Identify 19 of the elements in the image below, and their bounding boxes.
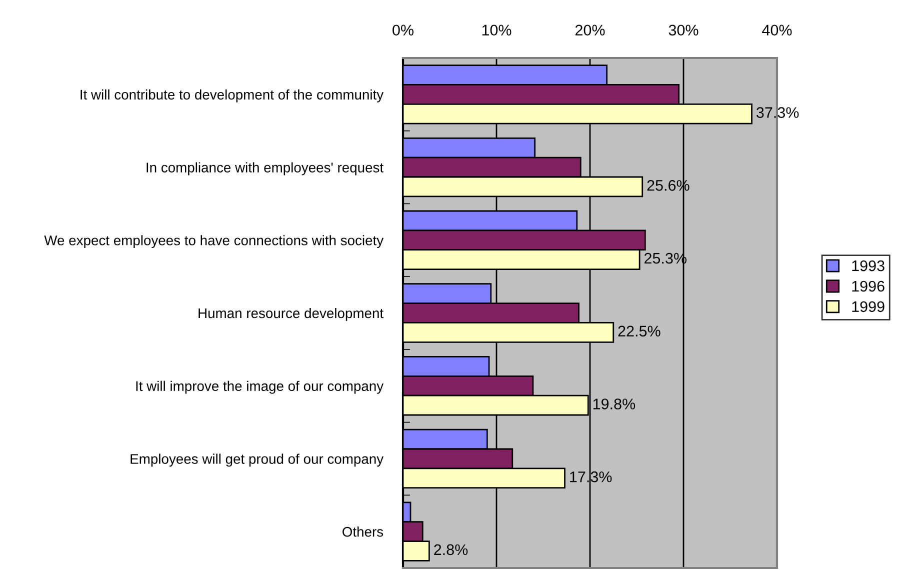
data-label: 37.3%: [756, 107, 799, 118]
y-tick-label: Employees will get proud of our company: [130, 454, 384, 467]
legend-label: 1999: [852, 301, 884, 312]
data-label: 19.8%: [593, 398, 636, 410]
y-tick-label: It will improve the image of our company: [136, 380, 384, 394]
x-tick-label: 20%: [575, 24, 605, 36]
x-tick-label: 30%: [668, 24, 698, 36]
legend-label: 1993: [852, 260, 884, 272]
y-tick-label: It will contribute to development of the community: [80, 89, 384, 102]
data-label: 22.5%: [618, 326, 660, 337]
y-tick-label: In compliance with employees' request: [146, 162, 384, 176]
legend-label: 1996: [852, 280, 884, 292]
x-tick-label: 0%: [392, 24, 414, 36]
y-tick-label: Others: [342, 526, 384, 537]
x-tick-label: 10%: [482, 24, 512, 36]
y-tick-label: We expect employees to have connections with society: [44, 235, 384, 248]
data-label: 2.8%: [434, 544, 468, 556]
x-tick-label: 40%: [762, 24, 792, 36]
y-tick-label: Human resource development: [198, 308, 384, 321]
